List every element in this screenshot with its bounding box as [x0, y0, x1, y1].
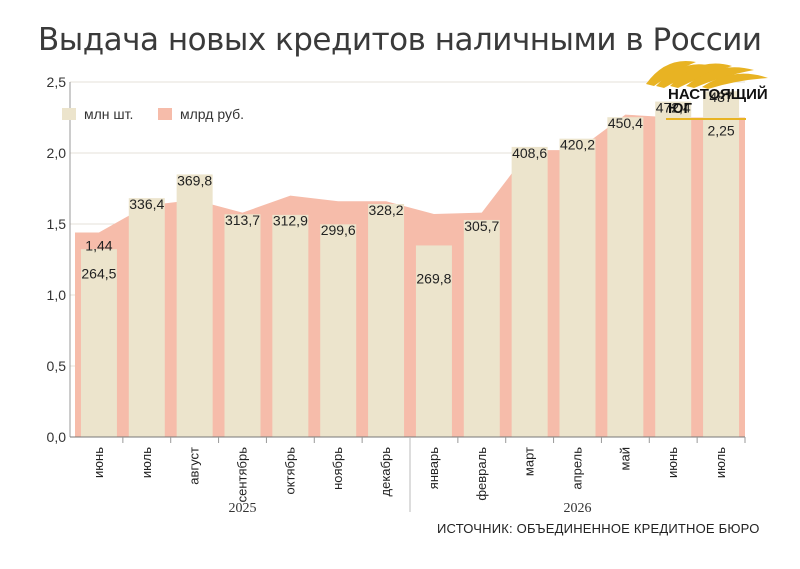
bar-value-label: 328,2: [369, 202, 404, 218]
count-bar: [655, 101, 692, 437]
count-bar: [559, 138, 596, 437]
y-tick-label: 2,0: [47, 145, 67, 161]
count-bar: [607, 117, 644, 437]
x-tick-label: февраль: [474, 447, 489, 501]
bar-value-label: 305,7: [464, 218, 499, 234]
x-tick-label: сентябрь: [235, 447, 250, 503]
axes: 0,0 0,5 1,0 1,5 2,0 2,5 июнь июль август сентябрь…: [47, 74, 746, 516]
bar-value-label: 369,8: [177, 172, 212, 188]
x-tick-label: декабрь: [378, 447, 393, 497]
bar-value-label: 487: [709, 89, 733, 105]
x-tick-label: июнь: [665, 447, 680, 478]
bar-value-label: 299,6: [321, 222, 356, 238]
count-bar: [272, 214, 309, 437]
y-tick-label: 1,0: [47, 287, 67, 303]
data-labels: 264,5 336,4 369,8 313,7 312,9 299,6 328,2 269,8…: [81, 89, 735, 286]
count-bar: [320, 224, 357, 437]
bar-value-label: 450,4: [608, 115, 643, 131]
x-tick-label: май: [617, 447, 632, 470]
count-bar: [224, 214, 261, 437]
legend-label-amount: млрд руб.: [180, 106, 244, 122]
legend: млн шт. млрд руб.: [62, 106, 244, 122]
logo-line-2: ЮГ: [668, 100, 692, 117]
bar-value-label: 408,6: [512, 145, 547, 161]
x-tick-label: август: [187, 447, 202, 485]
count-bar-series: [80, 91, 740, 438]
y-tick-label: 0,5: [47, 358, 67, 374]
bar-value-label: 264,5: [81, 266, 116, 282]
count-bar: [368, 203, 405, 437]
x-tick-label: октябрь: [282, 447, 297, 495]
bar-value-label: 336,4: [129, 196, 164, 212]
legend-swatch-count: [62, 108, 76, 120]
amount-area-series: [75, 114, 745, 437]
x-tick-label: январь: [426, 447, 441, 489]
x-tick-label: апрель: [570, 447, 585, 490]
count-bar: [128, 198, 165, 437]
x-tick-label: ноябрь: [330, 447, 345, 490]
count-bar: [415, 245, 452, 437]
amount-area: [75, 114, 745, 437]
bar-value-label: 420,2: [560, 137, 595, 153]
x-tick-label: июль: [139, 447, 154, 478]
bar-value-label: 269,8: [416, 270, 451, 286]
count-bar: [80, 249, 117, 437]
x-tick-label: март: [522, 447, 537, 476]
area-value-label: 1,44: [85, 238, 112, 254]
count-bar: [463, 219, 500, 437]
bar-value-label: 312,9: [273, 213, 308, 229]
bar-value-label: 472,4: [656, 99, 691, 115]
count-bar: [511, 146, 548, 438]
y-tick-label: 0,0: [47, 429, 67, 445]
x-tick-label: июнь: [91, 447, 106, 478]
legend-swatch-amount: [158, 108, 172, 120]
legend-label-count: млн шт.: [84, 106, 133, 122]
area-value-label: 2,25: [707, 123, 734, 139]
logo-text: НАСТОЯЩИЙ ЮГ: [668, 86, 768, 117]
source-note: ИСТОЧНИК: ОБЪЕДИНЕННОЕ КРЕДИТНОЕ БЮРО: [437, 521, 760, 536]
bar-value-label: 313,7: [225, 212, 260, 228]
chart-title: Выдача новых кредитов наличными в России: [38, 22, 762, 58]
count-bar: [703, 91, 740, 437]
y-tick-label: 2,5: [47, 74, 67, 90]
y-tick-label: 1,5: [47, 216, 67, 232]
count-bar: [176, 174, 213, 437]
x-tick-label: июль: [713, 447, 728, 478]
wheat-logo-icon: [646, 60, 768, 120]
logo-line-1: НАСТОЯЩИЙ: [668, 86, 768, 103]
year-group-label: 2025: [229, 501, 257, 516]
year-group-label: 2026: [564, 501, 592, 516]
